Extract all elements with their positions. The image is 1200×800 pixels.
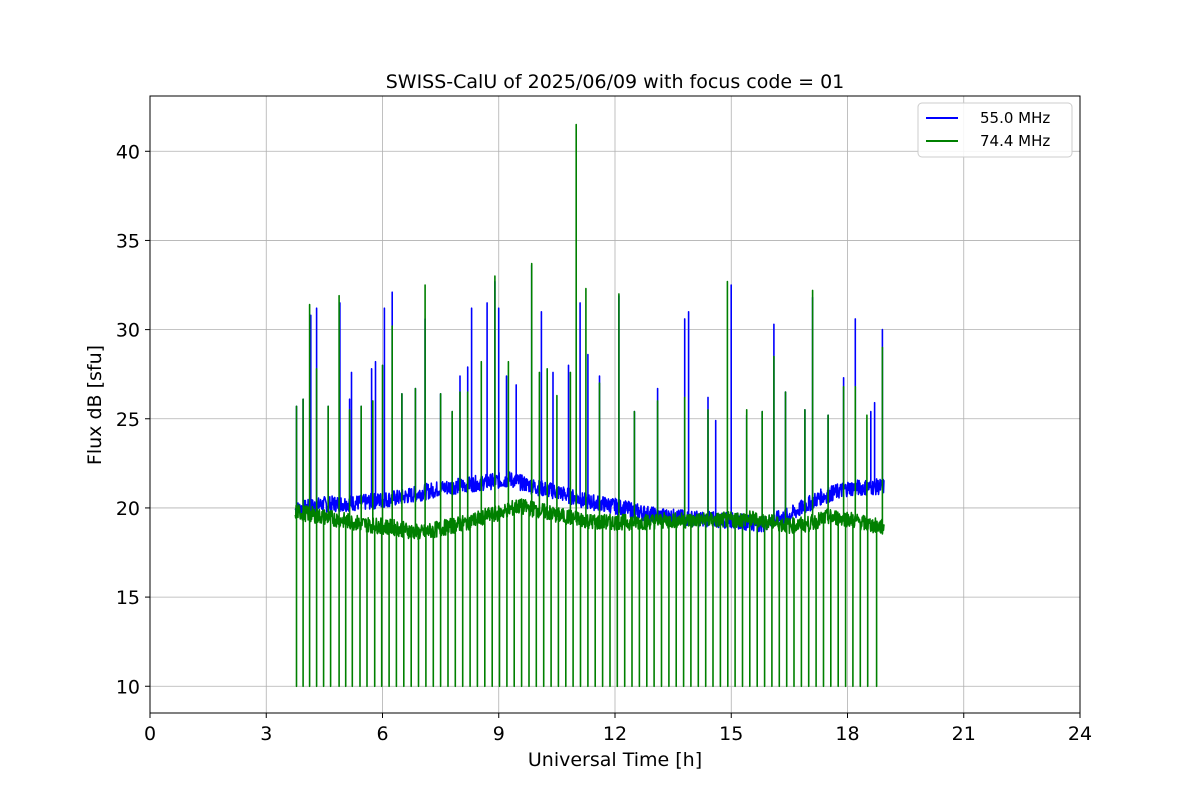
x-axis-label: Universal Time [h] bbox=[528, 749, 702, 771]
x-tick-label: 6 bbox=[376, 723, 388, 745]
y-tick-label: 40 bbox=[116, 141, 140, 163]
x-tick-label: 0 bbox=[144, 723, 156, 745]
legend-box bbox=[917, 102, 1073, 158]
y-axis-label: Flux dB [sfu] bbox=[84, 345, 106, 465]
x-tick-label: 12 bbox=[603, 723, 627, 745]
x-axis-ticks: 0 3 6 9 12 15 18 21 24 bbox=[144, 713, 1092, 745]
legend-label-55mhz: 55.0 MHz bbox=[980, 109, 1050, 127]
series-line-1 bbox=[294, 123, 885, 688]
y-tick-label: 25 bbox=[116, 409, 140, 431]
x-tick-label: 24 bbox=[1068, 723, 1092, 745]
y-tick-label: 10 bbox=[116, 676, 140, 698]
x-tick-label: 21 bbox=[952, 723, 976, 745]
x-tick-label: 15 bbox=[719, 723, 743, 745]
series-74mhz bbox=[294, 123, 885, 688]
y-axis-ticks: 10 15 20 25 30 35 40 bbox=[116, 141, 150, 698]
chart-title: SWISS-CalU of 2025/06/09 with focus code… bbox=[386, 71, 845, 93]
x-tick-label: 3 bbox=[260, 723, 272, 745]
y-tick-label: 35 bbox=[116, 230, 140, 252]
x-tick-label: 18 bbox=[835, 723, 859, 745]
y-tick-label: 30 bbox=[116, 320, 140, 342]
x-tick-label: 9 bbox=[493, 723, 505, 745]
legend-label-74mhz: 74.4 MHz bbox=[980, 132, 1050, 150]
legend: 55.0 MHz 74.4 MHz bbox=[917, 102, 1073, 158]
y-tick-label: 15 bbox=[116, 587, 140, 609]
y-tick-label: 20 bbox=[116, 498, 140, 520]
